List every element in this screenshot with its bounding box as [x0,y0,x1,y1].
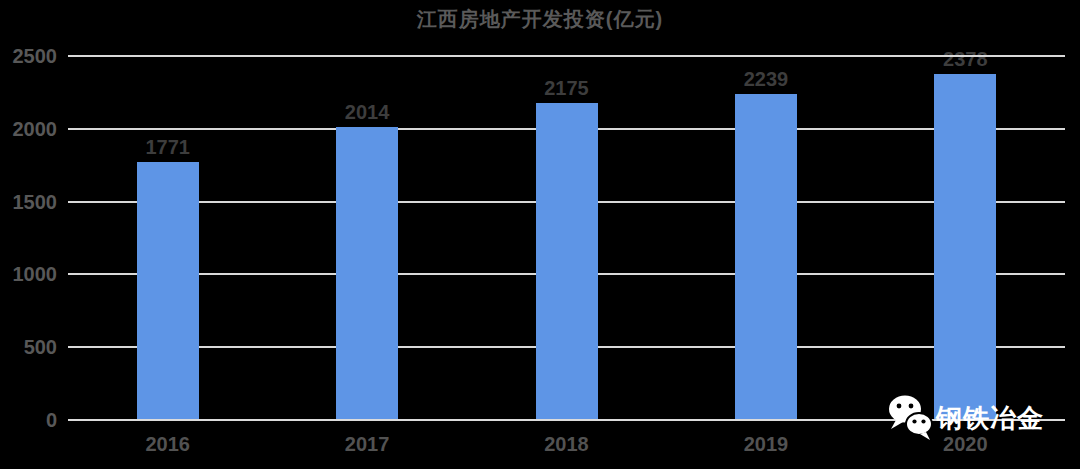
bar-value-label: 1771 [108,136,228,159]
bar-value-label: 2239 [706,68,826,91]
bar-chart: 江西房地产开发投资(亿元) 05001000150020002500177120… [0,0,1080,469]
bar-value-label: 2175 [507,77,627,100]
bar [336,127,398,420]
bar-value-label: 2014 [307,101,427,124]
watermark: 钢铁冶金 [886,393,1044,443]
bar-value-label: 2378 [905,48,1025,71]
y-axis-tick-label: 1500 [0,191,57,213]
x-axis-tick-label: 2016 [108,433,228,456]
x-axis-tick-label: 2019 [706,433,826,456]
x-axis-tick-label: 2018 [507,433,627,456]
x-axis-tick-label: 2017 [307,433,427,456]
bar [137,162,199,420]
y-axis-tick-label: 0 [0,409,57,431]
y-axis-tick-label: 1000 [0,263,57,285]
watermark-label: 钢铁冶金 [936,395,1044,441]
y-axis-tick-label: 500 [0,336,57,358]
gridline [68,55,1065,57]
bar [934,74,996,420]
y-axis-tick-label: 2500 [0,45,57,67]
bar [735,94,797,420]
y-axis-tick-label: 2000 [0,118,57,140]
bar [536,103,598,420]
wechat-icon [886,393,934,443]
